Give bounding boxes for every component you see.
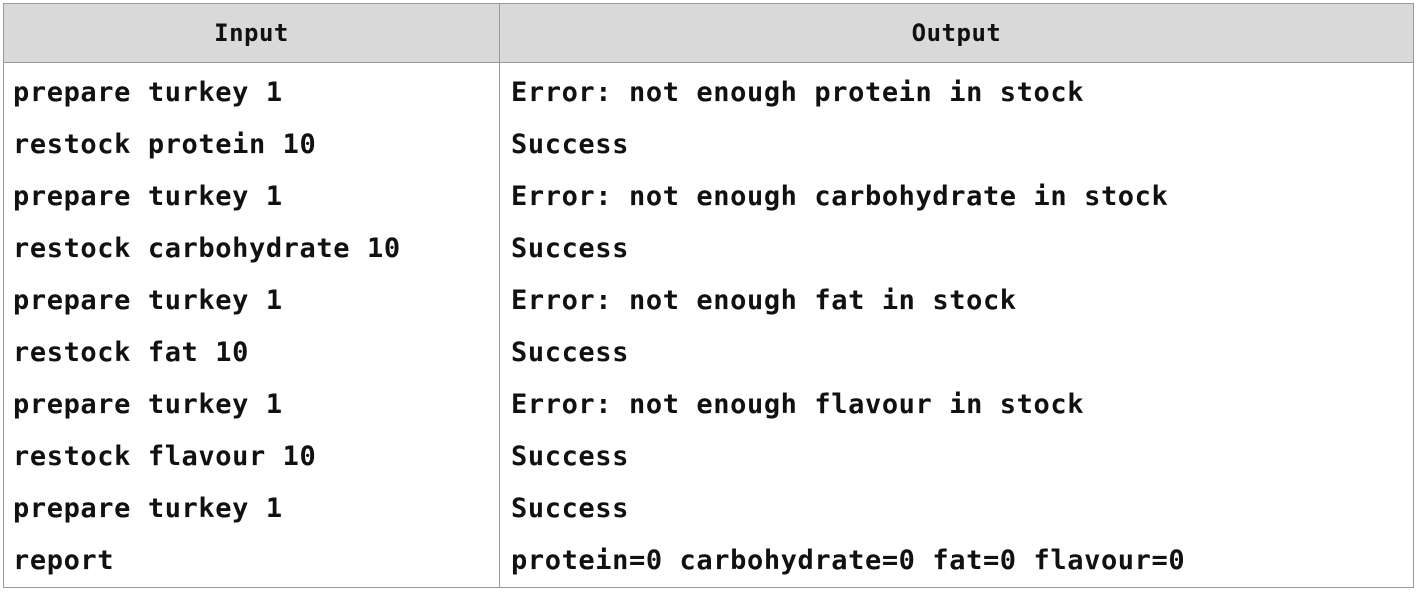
input-cell: prepare turkey 1 bbox=[13, 493, 283, 524]
output-cell: Success bbox=[511, 337, 629, 368]
input-column-header: Input bbox=[4, 4, 500, 62]
output-cell: Error: not enough carbohydrate in stock bbox=[511, 181, 1169, 212]
table-body: prepare turkey 1 restock protein 10 prep… bbox=[4, 63, 1413, 587]
input-cell: restock fat 10 bbox=[13, 337, 249, 368]
input-cell: restock protein 10 bbox=[13, 129, 317, 160]
input-cell: report bbox=[13, 545, 115, 576]
output-cell: protein=0 carbohydrate=0 fat=0 flavour=0 bbox=[511, 545, 1186, 576]
output-column: Error: not enough protein in stock Succe… bbox=[500, 63, 1413, 587]
input-cell: prepare turkey 1 bbox=[13, 181, 283, 212]
output-cell: Error: not enough protein in stock bbox=[511, 77, 1085, 108]
input-cell: prepare turkey 1 bbox=[13, 389, 283, 420]
io-table: Input Output prepare turkey 1 restock pr… bbox=[3, 3, 1414, 588]
output-cell: Success bbox=[511, 441, 629, 472]
input-cell: prepare turkey 1 bbox=[13, 77, 283, 108]
input-cell: restock flavour 10 bbox=[13, 441, 317, 472]
output-cell: Success bbox=[511, 233, 629, 264]
input-cell: prepare turkey 1 bbox=[13, 285, 283, 316]
output-cell: Success bbox=[511, 493, 629, 524]
output-cell: Error: not enough fat in stock bbox=[511, 285, 1017, 316]
table-header: Input Output bbox=[4, 4, 1413, 63]
output-cell: Error: not enough flavour in stock bbox=[511, 389, 1085, 420]
output-cell: Success bbox=[511, 129, 629, 160]
input-cell: restock carbohydrate 10 bbox=[13, 233, 401, 264]
output-column-header: Output bbox=[911, 19, 1002, 47]
input-column: prepare turkey 1 restock protein 10 prep… bbox=[4, 63, 500, 587]
